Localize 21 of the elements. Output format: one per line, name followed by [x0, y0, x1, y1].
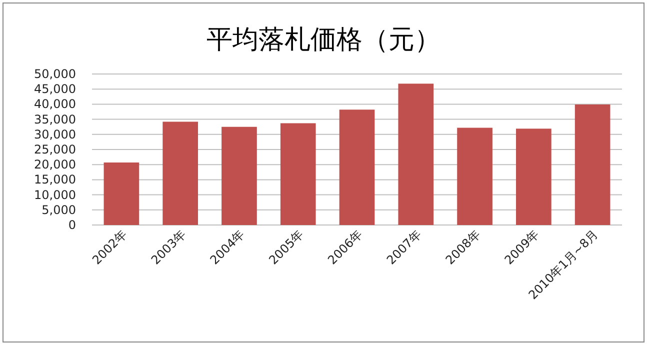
y-tick-label: 20,000 [34, 158, 76, 172]
bar [162, 122, 198, 225]
chart-title: 平均落札価格（元） [206, 25, 440, 55]
y-tick-label: 15,000 [34, 172, 76, 187]
y-tick-label: 40,000 [34, 97, 76, 112]
bar [398, 84, 434, 225]
bar [280, 123, 316, 225]
y-tick-label: 25,000 [34, 142, 76, 156]
bar [457, 128, 492, 225]
y-tick-label: 10,000 [34, 188, 76, 202]
bar [339, 110, 375, 225]
y-tick-label: 30,000 [34, 127, 76, 142]
y-tick-label: 5,000 [42, 202, 76, 217]
bar [516, 128, 552, 225]
y-tick-label: 35,000 [34, 112, 76, 126]
bar [222, 126, 257, 225]
y-tick-label: 45,000 [34, 82, 76, 96]
y-tick-label: 0 [68, 218, 76, 232]
y-tick-label: 50,000 [34, 67, 76, 81]
bar [574, 104, 610, 225]
bar [104, 162, 140, 225]
